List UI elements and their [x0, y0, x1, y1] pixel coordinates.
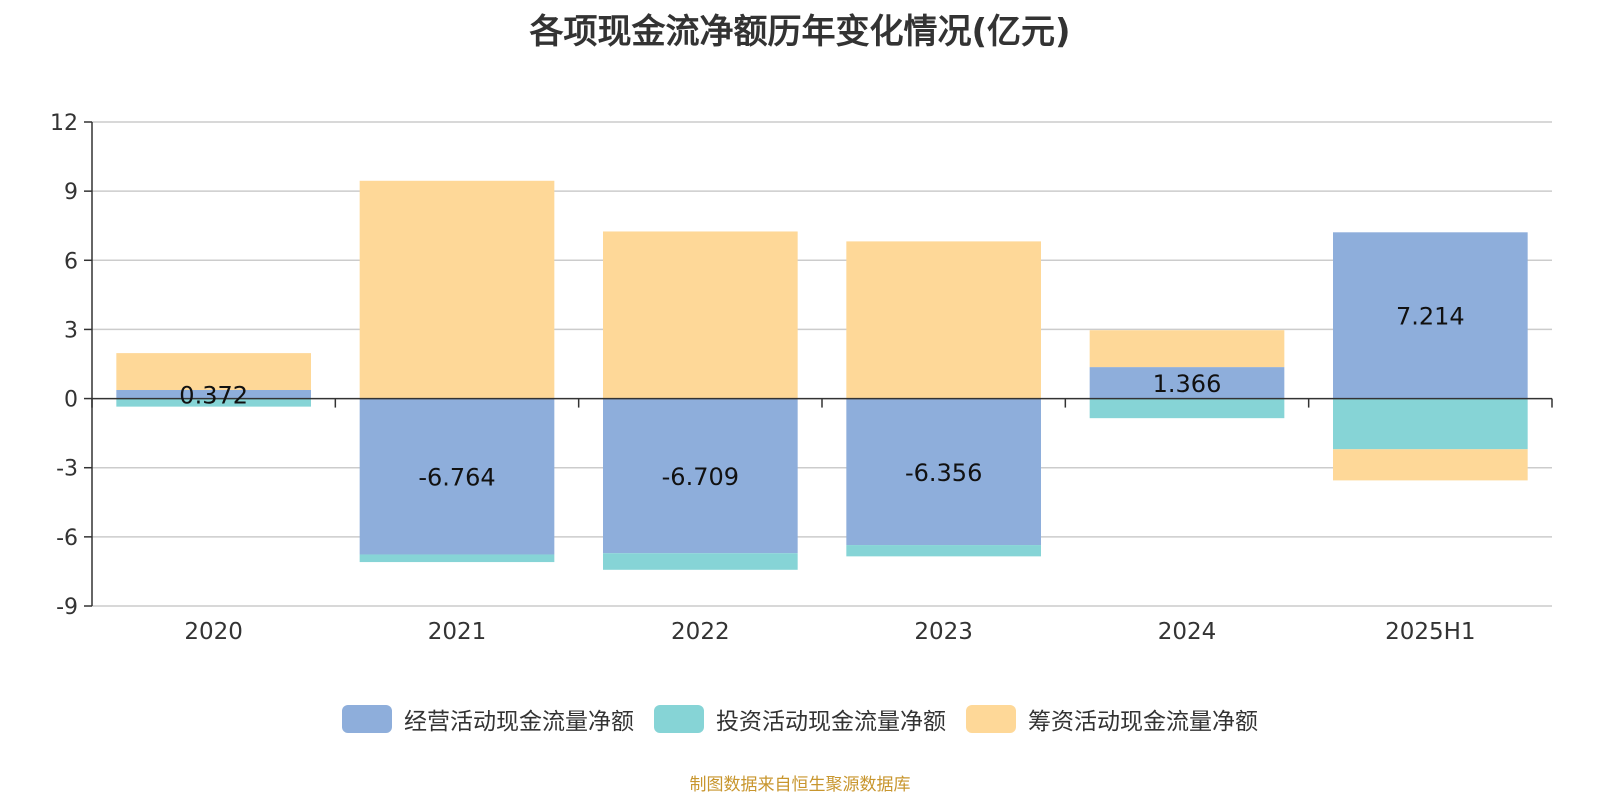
bar-financing[interactable] — [359, 180, 555, 399]
bar-financing[interactable] — [603, 231, 798, 399]
y-tick-label: 12 — [50, 111, 78, 136]
legend-label-financing: 筹资活动现金流量净额 — [1028, 709, 1258, 735]
bar-financing[interactable] — [1333, 449, 1528, 481]
bar-operating[interactable] — [116, 389, 311, 399]
legend-item-financing[interactable]: 筹资活动现金流量净额 — [966, 702, 1258, 736]
legend-item-investing[interactable]: 投资活动现金流量净额 — [654, 702, 946, 736]
x-tick-label: 2021 — [428, 619, 487, 645]
legend: 经营活动现金流量净额 投资活动现金流量净额 筹资活动现金流量净额 — [0, 702, 1600, 736]
bar-financing[interactable] — [116, 353, 311, 390]
x-tick-label: 2020 — [184, 619, 243, 645]
source-note: 制图数据来自恒生聚源数据库 — [689, 775, 911, 795]
legend-swatch-investing — [654, 705, 704, 733]
bar-investing[interactable] — [846, 545, 1041, 557]
bar-operating[interactable] — [1089, 367, 1285, 399]
y-tick-label: 9 — [64, 180, 78, 205]
bar-investing[interactable] — [603, 553, 798, 570]
bar-operating[interactable] — [359, 398, 555, 555]
legend-item-operating[interactable]: 经营活动现金流量净额 — [342, 702, 634, 736]
chart-title: 各项现金流净额历年变化情况(亿元) — [529, 12, 1071, 52]
data-label: 0.372 — [179, 381, 248, 409]
legend-label-operating: 经营活动现金流量净额 — [404, 709, 634, 735]
bar-investing[interactable] — [1333, 398, 1528, 450]
y-tick-label: 3 — [64, 318, 78, 343]
legend-swatch-operating — [342, 705, 392, 733]
bar-operating[interactable] — [603, 398, 798, 554]
bar-operating[interactable] — [1333, 232, 1528, 399]
data-label: 1.366 — [1153, 370, 1222, 398]
legend-swatch-financing — [966, 705, 1016, 733]
x-tick-label: 2023 — [914, 619, 973, 645]
bar-investing[interactable] — [116, 398, 311, 407]
x-tick-label: 2025H1 — [1385, 619, 1475, 645]
x-tick-label: 2022 — [671, 619, 730, 645]
data-label: -6.356 — [905, 459, 982, 487]
legend-label-investing: 投资活动现金流量净额 — [716, 709, 946, 735]
chart-canvas: -9 -6 -3 0 3 6 9 12 2020 2021 2022 2023 2024 2025H1 0.… — [50, 111, 1553, 645]
bar-investing[interactable] — [1089, 398, 1285, 419]
x-tick-label: 2024 — [1158, 619, 1217, 645]
y-tick-label: 6 — [64, 249, 78, 274]
data-label: -6.764 — [418, 464, 495, 492]
y-tick-label: -9 — [56, 595, 78, 620]
data-label: 7.214 — [1396, 302, 1465, 330]
bar-investing[interactable] — [359, 554, 555, 563]
y-tick-label: -3 — [56, 457, 78, 482]
bar-operating[interactable] — [846, 398, 1041, 546]
y-tick-label: 0 — [64, 388, 78, 413]
y-tick-label: -6 — [56, 526, 78, 551]
bar-financing[interactable] — [846, 241, 1041, 399]
bar-financing[interactable] — [1089, 330, 1285, 368]
data-label: -6.709 — [662, 463, 739, 491]
